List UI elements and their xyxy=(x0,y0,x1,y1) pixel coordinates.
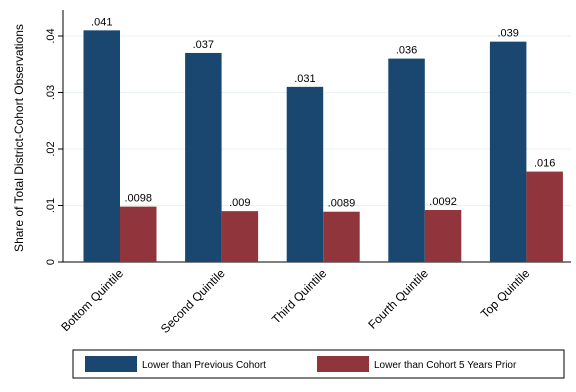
y-tick-label: .01 xyxy=(45,198,57,213)
legend: Lower than Previous Cohort Lower than Coh… xyxy=(72,349,565,379)
data-label: .0092 xyxy=(429,196,457,208)
data-label: .039 xyxy=(497,28,518,40)
data-label: .031 xyxy=(294,73,315,85)
bar xyxy=(83,30,120,262)
data-label: .037 xyxy=(193,39,214,51)
bar xyxy=(323,211,360,262)
bar xyxy=(526,171,563,262)
legend-label: Lower than Cohort 5 Years Prior xyxy=(374,360,517,371)
y-tick-label: .04 xyxy=(45,28,57,43)
y-tick-label: .03 xyxy=(45,85,57,100)
bar xyxy=(221,211,259,262)
bar xyxy=(185,52,222,263)
bars xyxy=(83,30,563,263)
bar xyxy=(388,58,425,262)
data-labels: .041 .0098 .037 .009 .031 .0089 .036 .0092 .039.… xyxy=(91,16,555,209)
data-label: .0089 xyxy=(328,198,356,210)
bar xyxy=(286,86,324,262)
data-label: .0098 xyxy=(124,193,152,205)
legend-label: Lower than Previous Cohort xyxy=(142,360,266,371)
bar xyxy=(120,206,157,262)
y-tick-label: 0 xyxy=(45,259,57,265)
bar xyxy=(424,210,462,262)
y-tick-label: .02 xyxy=(45,141,57,156)
data-label: .041 xyxy=(91,16,112,28)
legend-swatch xyxy=(317,356,369,372)
y-axis-title: Share of Total District-Cohort Observati… xyxy=(12,24,26,252)
legend-swatch xyxy=(85,356,137,372)
data-label: .036 xyxy=(396,45,417,57)
data-label: .009 xyxy=(229,197,250,209)
bar xyxy=(489,41,527,263)
data-label: .016 xyxy=(534,158,555,170)
